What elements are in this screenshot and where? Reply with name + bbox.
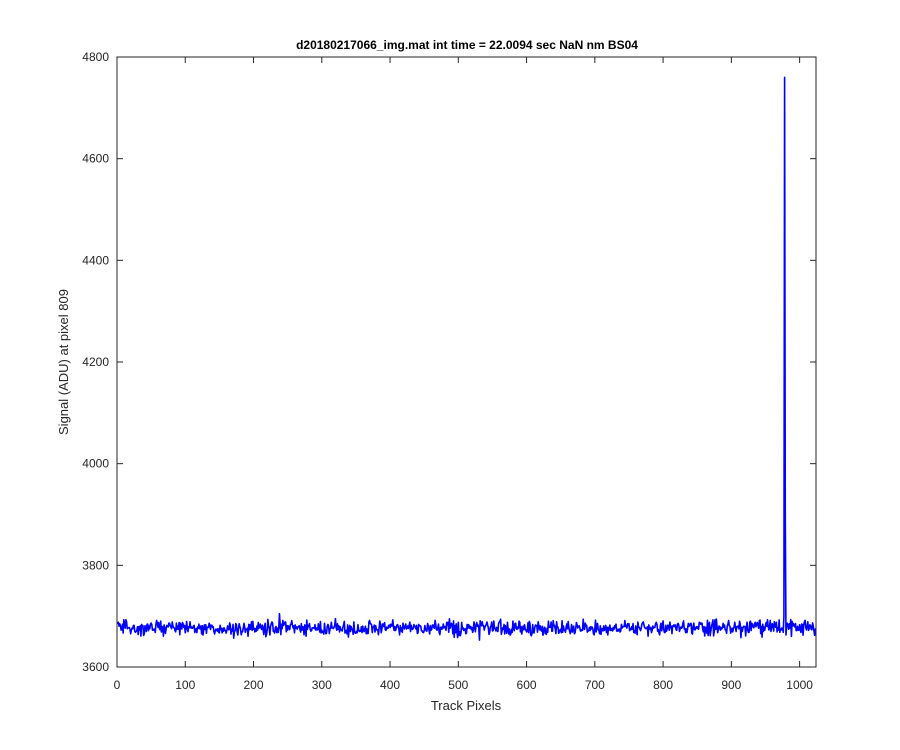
x-tick-label: 300 <box>312 678 332 692</box>
x-tick-label: 100 <box>175 678 195 692</box>
x-tick-label: 700 <box>585 678 605 692</box>
y-tick-label: 4000 <box>82 457 109 471</box>
x-tick-label: 1000 <box>786 678 813 692</box>
y-axis-ticks: 3600 3800 4000 4200 4400 4600 4800 <box>82 50 816 674</box>
data-series-group <box>116 76 817 641</box>
y-tick-label: 4400 <box>82 253 109 267</box>
y-tick-label: 3600 <box>82 660 109 674</box>
x-tick-label: 0 <box>114 678 121 692</box>
x-tick-label: 400 <box>380 678 400 692</box>
y-tick-label: 4200 <box>82 355 109 369</box>
x-axis-title: Track Pixels <box>431 698 502 713</box>
x-tick-label: 800 <box>653 678 673 692</box>
y-tick-label: 4600 <box>82 152 109 166</box>
signal-series-line <box>116 76 817 641</box>
x-tick-label: 600 <box>517 678 537 692</box>
x-tick-label: 500 <box>448 678 468 692</box>
x-tick-label: 900 <box>721 678 741 692</box>
x-axis-ticks: 0 100 200 300 400 500 600 700 800 900 1000 <box>114 57 813 692</box>
y-tick-label: 4800 <box>82 50 109 64</box>
x-tick-label: 200 <box>244 678 264 692</box>
plot-area <box>117 57 816 667</box>
y-tick-label: 3800 <box>82 558 109 572</box>
chart-title: d20180217066_img.mat int time = 22.0094 … <box>296 38 638 52</box>
y-axis-title: Signal (ADU) at pixel 809 <box>56 289 71 435</box>
